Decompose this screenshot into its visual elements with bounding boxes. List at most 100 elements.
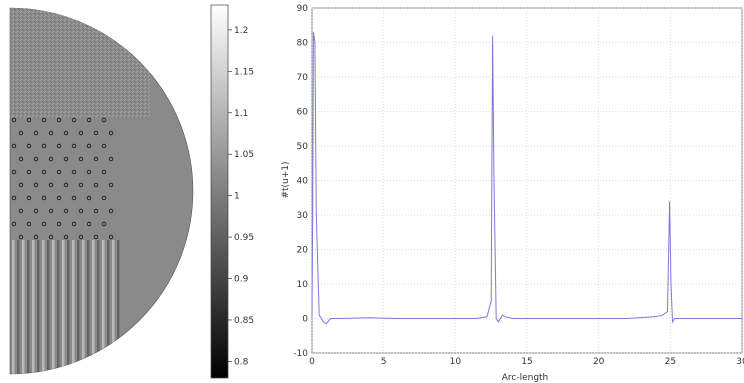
colorbar-tick-label: 1.1 [234, 109, 248, 119]
heatmap-inclusion [18, 156, 24, 162]
x-tick-label: 10 [450, 357, 462, 367]
heatmap-inclusion [33, 130, 39, 136]
heatmap-inclusion [108, 234, 114, 240]
x-tick-label: 25 [665, 357, 676, 367]
heatmap-inclusion [108, 130, 114, 136]
heatmap-inclusion [93, 156, 99, 162]
y-tick-label: 90 [297, 4, 309, 14]
x-tick-label: 0 [309, 357, 315, 367]
heatmap-inclusion [78, 182, 84, 188]
heatmap-inclusion [71, 117, 77, 123]
heatmap-inclusion [101, 195, 107, 201]
heatmap-inclusion [48, 130, 54, 136]
y-tick-labels: 90 80 70 60 50 40 30 20 10 0 -10 [293, 4, 308, 359]
heatmap-inclusion [71, 143, 77, 149]
heatmap-inclusion [63, 234, 69, 240]
heatmap-inclusion [11, 169, 17, 175]
y-tick-label: 80 [297, 39, 309, 49]
heatmap-inclusion [11, 195, 17, 201]
y-tick-label: 10 [297, 280, 309, 290]
heatmap-inclusion [18, 130, 24, 136]
heatmap-stripe [67, 240, 70, 374]
heatmap-inclusion [41, 169, 47, 175]
heatmap-stripe [27, 240, 30, 374]
heatmap-inclusion [18, 208, 24, 214]
colorbar: 1.2 1.15 1.1 1.05 1 0.95 0.9 0.85 0.8 [210, 4, 254, 379]
heatmap-inclusion [48, 234, 54, 240]
x-axis-label: Arc-length [502, 373, 549, 383]
heatmap-stripe [107, 240, 110, 374]
heatmap-stripe [22, 240, 25, 374]
heatmap-stripe [92, 240, 95, 374]
heatmap-stripes [12, 240, 120, 374]
y-tick-label: 40 [297, 177, 309, 187]
colorbar-tick-label: 1 [234, 192, 240, 202]
heatmap-stripe [47, 240, 50, 374]
heatmap-inclusion [56, 143, 62, 149]
heatmap-inclusion [56, 169, 62, 175]
heatmap-inclusion [86, 117, 92, 123]
heatmap-inclusion [71, 221, 77, 227]
heatmap-inclusion [108, 208, 114, 214]
heatmap-inclusion [63, 208, 69, 214]
heatmap-inclusion [108, 182, 114, 188]
heatmap-inclusion [41, 143, 47, 149]
colorbar-tick-label: 1.15 [234, 67, 254, 77]
x-tick-label: 5 [381, 357, 387, 367]
heatmap-stripe [117, 240, 120, 374]
heatmap-inclusion [93, 182, 99, 188]
x-tick-labels: 0 5 10 15 20 25 30 [309, 357, 744, 367]
heatmap-stripe [42, 240, 45, 374]
heatmap-inclusion [78, 130, 84, 136]
heatmap-inclusion [33, 208, 39, 214]
heatmap-stripe [87, 240, 90, 374]
y-axis-label: #t(u+1) [281, 161, 291, 198]
colorbar-tick-label: 0.9 [234, 275, 249, 285]
heatmap-inclusion [41, 195, 47, 201]
heatmap-inclusion [101, 169, 107, 175]
heatmap-inclusion [48, 156, 54, 162]
heatmap-inclusion [26, 143, 32, 149]
series-line [311, 32, 742, 325]
y-tick-label: 70 [297, 73, 309, 83]
heatmap-inclusion [78, 156, 84, 162]
heatmap-inclusion [26, 117, 32, 123]
heatmap-inclusion [56, 221, 62, 227]
heatmap-inclusion [86, 169, 92, 175]
heatmap-inclusion [101, 221, 107, 227]
heatmap-inclusion [71, 169, 77, 175]
x-tick-label: 30 [736, 357, 744, 367]
heatmap-inclusion [108, 156, 114, 162]
heatmap-inclusion [33, 156, 39, 162]
heatmap-stripe [57, 240, 60, 374]
colorbar-tick-label: 1.2 [234, 26, 248, 36]
heatmap-inclusion [101, 117, 107, 123]
heatmap-inclusion [63, 130, 69, 136]
heatmap-inclusion [11, 221, 17, 227]
colorbar-tick-label: 0.8 [234, 357, 249, 367]
y-tick-label: 50 [297, 142, 309, 152]
heatmap-inclusion [86, 221, 92, 227]
heatmap-stripe [12, 240, 15, 374]
heatmap-inclusion [71, 195, 77, 201]
heatmap-inclusion [48, 208, 54, 214]
colorbar-tick-label: 0.85 [234, 316, 254, 326]
heatmap-inclusion [18, 182, 24, 188]
y-tick-label: 60 [297, 108, 309, 118]
heatmap-stripe [72, 240, 75, 374]
colorbar-tick-label: 0.95 [234, 233, 254, 243]
heatmap-panel [9, 7, 194, 375]
heatmap-stripe [112, 240, 115, 374]
y-tick-label: -10 [293, 349, 308, 359]
heatmap-inclusion [93, 234, 99, 240]
heatmap-inclusion [11, 143, 17, 149]
heatmap-inclusion [78, 234, 84, 240]
heatmap-stripe [97, 240, 100, 374]
heatmap-inclusion [78, 208, 84, 214]
heatmap-inclusion [93, 208, 99, 214]
heatmap-inclusion [101, 143, 107, 149]
heatmap-inclusion [86, 143, 92, 149]
heatmap-stripe [82, 240, 85, 374]
